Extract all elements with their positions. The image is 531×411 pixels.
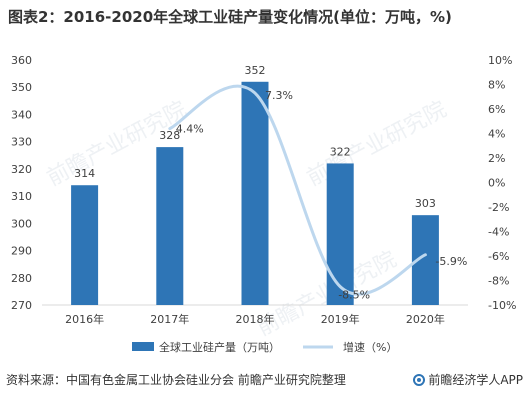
y-left-tick-label: 340 <box>11 108 32 121</box>
y-right-tick-label: 0% <box>488 177 505 190</box>
y-left-tick-label: 350 <box>11 81 32 94</box>
y-left-tick-label: 300 <box>11 217 32 230</box>
y-left-tick-label: 310 <box>11 190 32 203</box>
y-left-tick-label: 360 <box>11 54 32 67</box>
y-right-tick-label: 10% <box>488 54 512 67</box>
brand-label: 前瞻经济学人APP <box>428 373 523 387</box>
bar <box>156 147 184 305</box>
y-right-tick-label: -4% <box>488 226 509 239</box>
y-right-tick-label: 2% <box>488 152 505 165</box>
watermark-text: 前瞻产业研究院 <box>303 97 451 191</box>
source-note: 资料来源：中国有色金属工业协会硅业分会 前瞻产业研究院整理 <box>6 373 346 387</box>
legend-bar-label: 全球工业硅产量（万吨） <box>159 340 280 354</box>
line-value-label: 7.3% <box>265 89 293 102</box>
y-left-tick-label: 290 <box>11 245 32 258</box>
y-right-tick-label: 8% <box>488 79 505 92</box>
brand-credit: 前瞻经济学人APP <box>413 371 523 388</box>
bar-value-label: 322 <box>330 145 351 158</box>
y-left-tick-label: 320 <box>11 163 32 176</box>
bar-series: 314 328 352 322 303 <box>71 64 439 306</box>
line-value-label: -8.5% <box>338 289 370 302</box>
x-tick-label: 2016年 <box>65 312 104 326</box>
y-right-tick-label: -8% <box>488 275 509 288</box>
x-tick-label: 2018年 <box>236 312 275 326</box>
y-right-tick-label: 4% <box>488 128 505 141</box>
legend: 全球工业硅产量（万吨） 增速（%） <box>132 340 397 354</box>
x-axis-ticks: 2016年 2017年 2018年 2019年 2020年 <box>65 312 445 326</box>
brand-logo-icon <box>413 374 426 386</box>
line-value-label: -5.9% <box>435 255 467 268</box>
y-left-tick-label: 280 <box>11 272 32 285</box>
chart-title: 图表2：2016-2020年全球工业硅产量变化情况(单位：万吨，%) <box>8 8 452 26</box>
y-right-tick-label: -10% <box>488 299 516 312</box>
line-series: 4.4% 7.3% -8.5% -5.9% <box>168 84 467 302</box>
y-left-tick-label: 330 <box>11 136 32 149</box>
x-tick-label: 2017年 <box>150 312 189 326</box>
y-right-tick-label: 6% <box>488 103 505 116</box>
bar-value-label: 303 <box>415 197 436 210</box>
bar-value-label: 328 <box>159 129 180 142</box>
bar <box>326 163 354 305</box>
bar <box>241 81 269 306</box>
chart-canvas: 前瞻产业研究院前瞻产业研究院前瞻产业研究院 270280290300310320… <box>11 54 516 354</box>
line-value-label: 4.4% <box>176 123 204 136</box>
right-y-axis: -10% -8% -6% -4% -2% 0% 2% 4% 6% 8% 10% <box>488 54 516 312</box>
y-right-tick-label: -2% <box>488 201 509 214</box>
bar <box>71 185 99 305</box>
bar-value-label: 352 <box>245 64 266 77</box>
growth-line <box>168 84 427 296</box>
y-right-tick-label: -6% <box>488 250 509 263</box>
legend-line-label: 增速（%） <box>343 340 397 354</box>
left-y-axis: 270 280 290 300 310 320 330 340 350 360 <box>11 54 32 312</box>
legend-bar-swatch <box>132 342 154 351</box>
bar-value-label: 314 <box>74 167 95 180</box>
y-left-tick-label: 270 <box>11 299 32 312</box>
x-tick-label: 2019年 <box>321 312 360 326</box>
x-tick-label: 2020年 <box>406 312 445 326</box>
